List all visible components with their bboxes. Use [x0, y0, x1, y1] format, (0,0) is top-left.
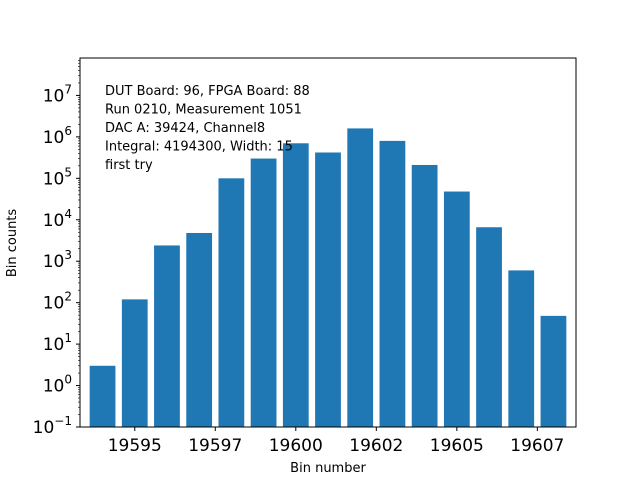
plot-frame [79, 57, 577, 428]
x-tick-label: 19597 [188, 436, 242, 456]
x-tick-label: 19602 [349, 436, 403, 456]
x-tick-label: 19595 [108, 436, 162, 456]
bar [379, 140, 406, 427]
annotation-line: Run 0210, Measurement 1051 [105, 103, 302, 118]
bar [347, 128, 374, 427]
bar [250, 158, 277, 427]
annotation-line: DUT Board: 96, FPGA Board: 88 [105, 84, 310, 99]
bar [121, 299, 148, 427]
y-axis-ticks: 10−1 100 101 102 103 104 105 106 107 [33, 60, 80, 438]
annotation-line: DAC A: 39424, Channel8 [105, 121, 265, 136]
bar [154, 245, 180, 427]
x-tick-label: 19607 [510, 436, 564, 456]
bar [476, 227, 502, 427]
y-tick-label: 106 [43, 124, 72, 148]
y-tick-label: 107 [43, 82, 72, 106]
bar [411, 164, 438, 427]
y-tick-label: 102 [43, 290, 72, 314]
y-tick-label: 10−1 [33, 414, 72, 438]
bar [282, 143, 309, 427]
annotation-line: first try [105, 158, 153, 173]
bar [508, 270, 535, 427]
y-tick-label: 104 [43, 207, 72, 231]
bar [186, 232, 213, 427]
y-tick-label: 103 [43, 248, 72, 272]
x-tick-label: 19600 [269, 436, 323, 456]
bar [540, 315, 567, 427]
y-axis-label: Bin counts [5, 209, 20, 278]
annotation-line: Integral: 4194300, Width: 15 [105, 140, 293, 155]
y-tick-label: 100 [43, 373, 72, 397]
bars-group [89, 128, 567, 428]
x-axis-label: Bin number [290, 461, 366, 476]
bar [89, 365, 116, 427]
y-tick-label: 105 [43, 165, 72, 189]
bar [443, 191, 470, 427]
annotation-block: DUT Board: 96, FPGA Board: 88 Run 0210, M… [105, 84, 310, 173]
x-axis-ticks: 19595 19597 19600 19602 19605 19607 [108, 427, 564, 456]
x-tick-label: 19605 [430, 436, 484, 456]
bar [315, 152, 341, 428]
bar [218, 178, 245, 427]
y-tick-label: 101 [43, 331, 72, 355]
